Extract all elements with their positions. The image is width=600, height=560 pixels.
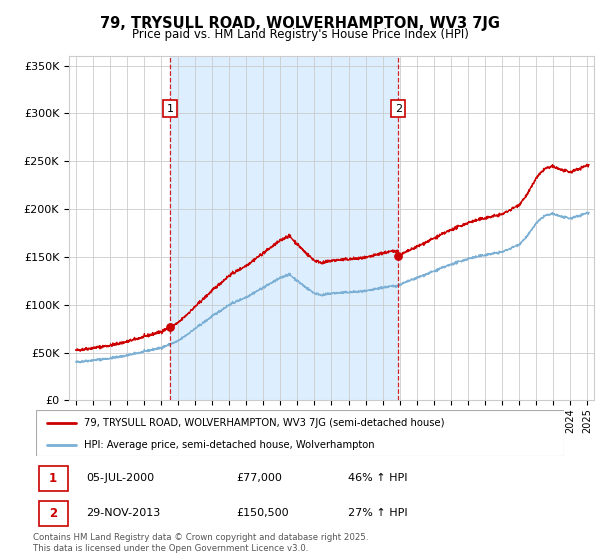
Text: 29-NOV-2013: 29-NOV-2013 [86,508,160,519]
Point [394,252,403,261]
Text: 2: 2 [395,104,402,114]
Text: 1: 1 [49,472,57,485]
Text: 46% ↑ HPI: 46% ↑ HPI [347,473,407,483]
Text: 1: 1 [167,104,174,114]
Text: £150,500: £150,500 [236,508,289,519]
Text: 05-JUL-2000: 05-JUL-2000 [86,473,154,483]
Bar [38,466,68,491]
Text: Contains HM Land Registry data © Crown copyright and database right 2025.
This d: Contains HM Land Registry data © Crown c… [33,533,368,553]
Text: 2: 2 [49,507,57,520]
Text: £77,000: £77,000 [236,473,283,483]
Text: 79, TRYSULL ROAD, WOLVERHAMPTON, WV3 7JG (semi-detached house): 79, TRYSULL ROAD, WOLVERHAMPTON, WV3 7JG… [83,418,444,428]
Bar [38,501,68,526]
Text: Price paid vs. HM Land Registry's House Price Index (HPI): Price paid vs. HM Land Registry's House … [131,28,469,41]
Text: HPI: Average price, semi-detached house, Wolverhampton: HPI: Average price, semi-detached house,… [83,440,374,450]
Text: 79, TRYSULL ROAD, WOLVERHAMPTON, WV3 7JG: 79, TRYSULL ROAD, WOLVERHAMPTON, WV3 7JG [100,16,500,31]
Point [166,322,175,331]
Bar [170,56,398,400]
Text: 27% ↑ HPI: 27% ↑ HPI [347,508,407,519]
